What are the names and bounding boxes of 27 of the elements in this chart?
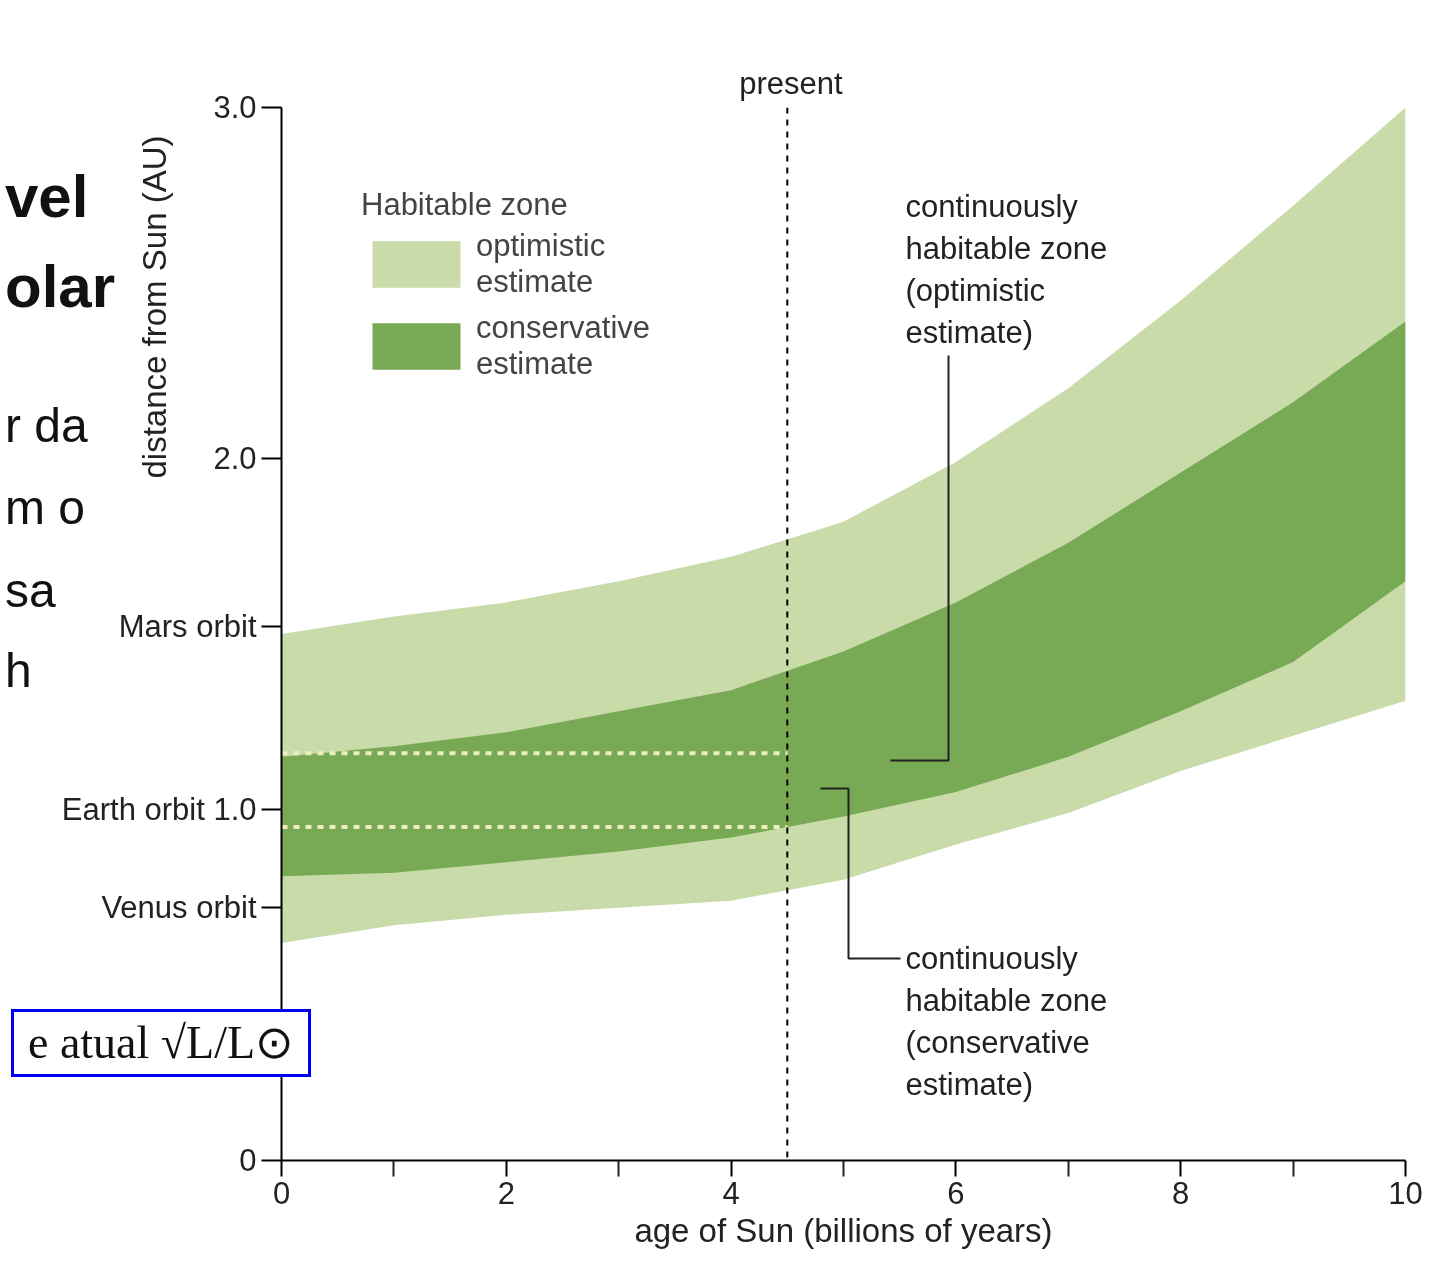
x-tick-label: 6 — [947, 1175, 965, 1211]
x-axis-title: age of Sun (billions of years) — [634, 1211, 1053, 1249]
text: h — [5, 644, 32, 697]
annotation: continuously habitable zone (optimistic estimate) — [905, 188, 1108, 350]
y-tick-label: Venus orbit — [101, 890, 257, 926]
ref-line-label: present — [738, 65, 844, 103]
y-tick-label: Earth orbit 1.0 — [61, 792, 257, 827]
text: olar — [5, 253, 116, 320]
text: m o — [5, 481, 86, 534]
x-tick-label: 2 — [497, 1175, 515, 1211]
y-tick-label: 2.0 — [213, 441, 257, 476]
x-tick-label: 10 — [1388, 1175, 1423, 1211]
annotation: e atual √L/L⊙ — [11, 1009, 312, 1077]
x-tick-label: 4 — [722, 1175, 740, 1211]
y-tick-label: 3.0 — [213, 90, 257, 125]
y-axis-title: distance from Sun (AU) — [135, 135, 175, 479]
legend-label: conservative estimate — [476, 310, 651, 382]
text: sa — [5, 564, 56, 617]
annotation: continuously habitable zone (conservative estimate) — [905, 940, 1108, 1102]
y-tick-label: Mars orbit — [118, 609, 257, 645]
legend-label: optimistic estimate — [476, 228, 606, 300]
x-tick-label: 0 — [272, 1175, 291, 1211]
text: r da — [5, 399, 88, 452]
text: vel — [5, 163, 89, 230]
legend-title: Habitable zone — [361, 187, 569, 223]
x-tick-label: 8 — [1172, 1175, 1190, 1211]
y-tick-label: 0 — [239, 1143, 257, 1178]
